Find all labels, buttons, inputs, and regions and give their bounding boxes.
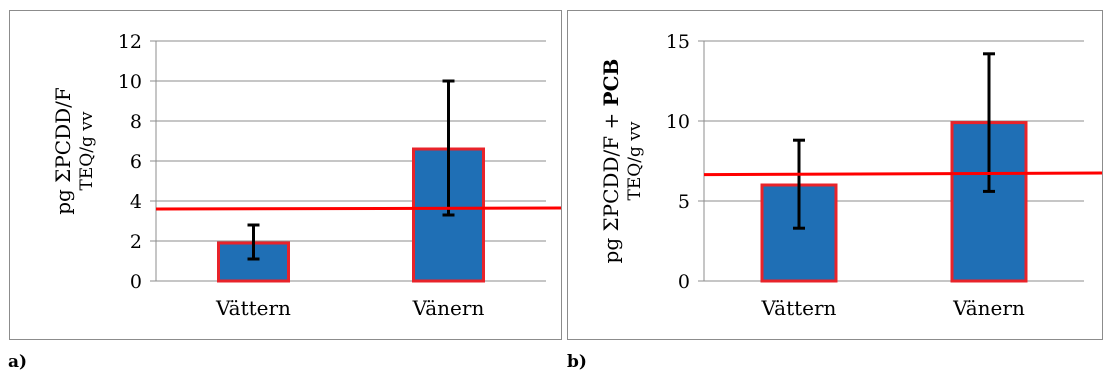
y-tick-label: 12 [118, 31, 142, 53]
y-tick-label: 15 [666, 31, 690, 53]
y-axis-label-bold: PCB [599, 59, 623, 107]
x-category-label: Vänern [952, 296, 1025, 320]
x-category-label: Vänern [412, 296, 485, 320]
y-tick-label: 4 [130, 191, 142, 213]
y-axis-label-text: pg ΣPCDD/F + [599, 106, 623, 263]
y-axis-label: pg ΣPCDD/F TEQ/g vv [51, 87, 97, 215]
y-tick-label: 8 [130, 111, 142, 133]
y-tick-label: 5 [678, 191, 690, 213]
panel-label-b: b) [567, 352, 587, 372]
x-category-label: Vättern [215, 296, 291, 320]
y-axis-label-line1: pg ΣPCDD/F + PCB [599, 59, 623, 264]
y-tick-label: 10 [666, 111, 690, 133]
chart-panel-b: 0 5 10 15 Vättern Vänern pg ΣPCDD/F + PCB TEQ/g… [567, 10, 1103, 340]
reference-line [155, 206, 562, 211]
y-tick-label: 10 [118, 71, 142, 93]
y-tick-label: 2 [130, 231, 142, 253]
y-tick-label: 0 [130, 271, 142, 293]
y-tick-label: 0 [678, 271, 690, 293]
y-axis-label-line1: pg ΣPCDD/F [51, 87, 75, 215]
y-axis-label-line2: TEQ/g vv [77, 111, 97, 190]
y-axis-label-text: pg ΣPCDD/F [51, 87, 75, 215]
reference-line [703, 171, 1103, 177]
y-axis-label-line2: TEQ/g vv [625, 121, 645, 200]
y-tick-label: 6 [130, 151, 142, 173]
chart-b: 0 5 10 15 Vättern Vänern pg ΣPCDD/F + PCBTEQ/g… [599, 31, 1103, 320]
panel-label-a: a) [8, 352, 28, 372]
x-category-label: Vättern [761, 296, 837, 320]
chart-a: 0 2 4 6 8 10 12 Vättern Vänern pg ΣPCDD/F TEQ/g vv [51, 31, 562, 320]
chart-panel-a: 0 2 4 6 8 10 12 Vättern Vänern pg ΣPCDD/F TEQ/g vv [9, 10, 562, 340]
